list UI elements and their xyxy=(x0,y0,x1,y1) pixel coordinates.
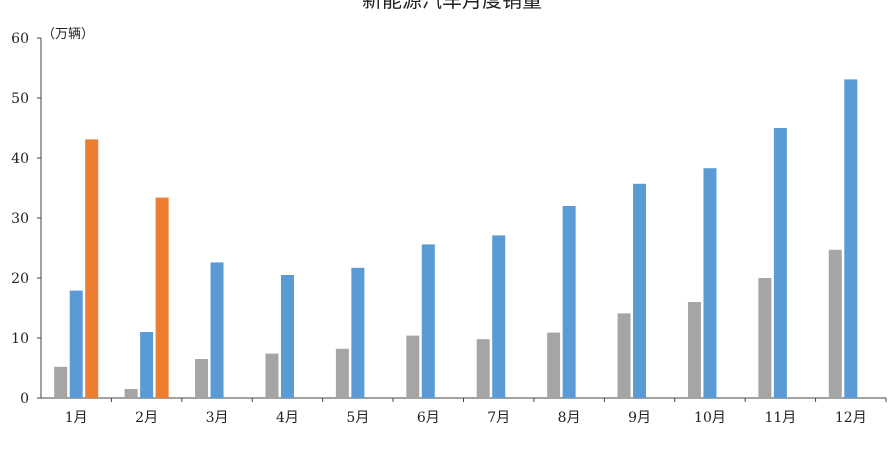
x-tick-label: 9月 xyxy=(628,410,651,426)
bar xyxy=(124,389,138,398)
x-tick-label: 2月 xyxy=(135,410,158,426)
y-tick-label: 0 xyxy=(20,391,29,407)
x-tick-label: 3月 xyxy=(206,410,229,426)
title-layer: 新能源汽车月度销量 xyxy=(362,0,542,12)
bar xyxy=(54,366,68,398)
y-tick-label: 30 xyxy=(11,211,29,227)
bar xyxy=(265,353,279,398)
bar xyxy=(280,275,294,398)
bar xyxy=(844,79,858,399)
y-tick-label: 60 xyxy=(11,31,29,47)
bar xyxy=(547,332,561,398)
unit-layer: （万辆） xyxy=(42,27,94,42)
x-tick-label: 6月 xyxy=(417,410,440,426)
y-axis-unit-label: （万辆） xyxy=(42,27,94,42)
y-tick-label: 10 xyxy=(11,331,29,347)
bar xyxy=(140,332,154,398)
bar xyxy=(155,197,169,398)
bar xyxy=(758,278,772,398)
x-tick-label: 12月 xyxy=(835,410,867,426)
x-tick-label: 4月 xyxy=(276,410,299,426)
y-tick-labels: 0 10 20 30 40 50 60 xyxy=(11,31,29,407)
bar xyxy=(633,183,647,398)
bar xyxy=(406,335,420,398)
bar xyxy=(703,168,717,398)
x-tick-label: 11月 xyxy=(764,410,796,426)
bar xyxy=(492,235,506,398)
bar xyxy=(351,267,365,398)
bar xyxy=(421,244,435,398)
bar xyxy=(828,249,842,398)
bar xyxy=(69,290,83,398)
bar xyxy=(562,206,576,398)
x-tick-label: 10月 xyxy=(694,410,726,426)
x-tick-label: 8月 xyxy=(558,410,581,426)
bar xyxy=(85,139,99,398)
x-tick-label: 1月 xyxy=(65,410,88,426)
x-tick-label: 5月 xyxy=(346,410,369,426)
y-tick-label: 40 xyxy=(11,151,29,167)
x-tick-label: 7月 xyxy=(487,410,510,426)
bar xyxy=(476,339,490,398)
x-tick-labels: 1月 2月 3月 4月 5月 6月 7月 8月 9月 10月 11月 12月 xyxy=(65,410,867,426)
bar xyxy=(210,262,224,398)
y-tick-label: 50 xyxy=(11,91,29,107)
bar xyxy=(617,313,631,398)
y-tick-label: 20 xyxy=(11,271,29,287)
bar xyxy=(195,359,209,398)
bar xyxy=(335,348,349,398)
bars-layer xyxy=(54,79,858,399)
chart-title: 新能源汽车月度销量 xyxy=(362,0,542,12)
axes-layer xyxy=(37,37,887,402)
bar xyxy=(773,128,787,398)
bar xyxy=(687,302,701,398)
